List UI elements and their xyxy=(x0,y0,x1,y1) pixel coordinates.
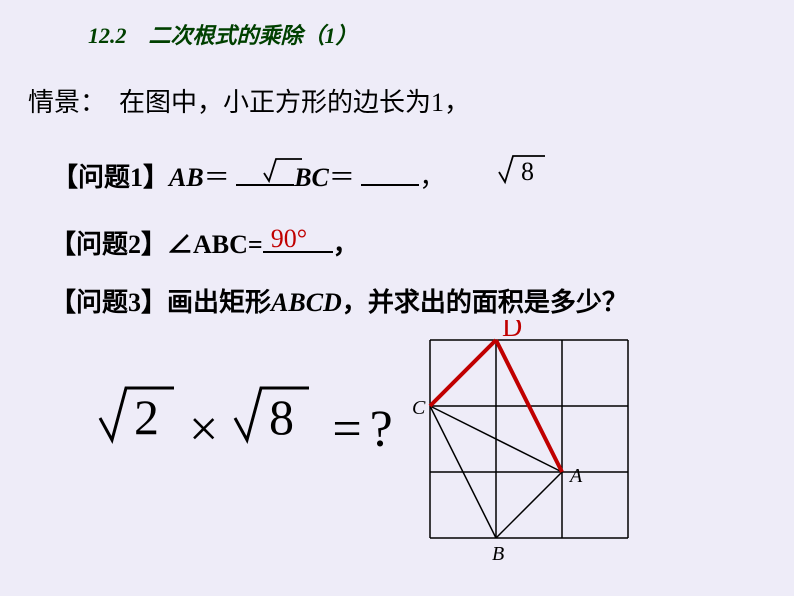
big-8: 8 xyxy=(269,389,294,445)
q1-eq1: ＝ xyxy=(204,163,230,192)
big-qm: ? xyxy=(370,401,393,458)
q1-eq2: ＝ xyxy=(329,163,355,192)
big-equation: 2 × 8 =? xyxy=(96,380,393,463)
q2-angle: ∠ABC= xyxy=(167,230,263,259)
svg-text:A: A xyxy=(568,465,583,487)
q1-rhs: 8 xyxy=(497,152,547,186)
svg-text:C: C xyxy=(412,397,426,419)
big-eq-sign: = xyxy=(332,401,361,458)
svg-text:B: B xyxy=(492,543,504,565)
big-2: 2 xyxy=(134,389,159,445)
q2-answer: 90° xyxy=(271,224,307,254)
scene-text: 在图中，小正方形的边长为1， xyxy=(119,88,470,117)
q2-blank: 90° xyxy=(263,226,333,253)
q1-label: 【问题1】 xyxy=(52,163,169,192)
scene-line: 情景： 在图中，小正方形的边长为1， xyxy=(28,82,470,119)
question-2: 【问题2】∠ABC= 90° ， xyxy=(50,224,359,261)
q1-blank1 xyxy=(236,159,294,186)
sqrt-8: 8 xyxy=(231,380,311,450)
q3-text-a: 画出矩形 xyxy=(167,288,271,317)
q1-rhs-8: 8 xyxy=(521,157,534,186)
sqrt-2: 2 xyxy=(96,380,176,450)
q1-blank2 xyxy=(361,159,419,186)
q1-ab: AB xyxy=(169,163,204,192)
diagram: C A B D xyxy=(400,320,660,580)
big-times: × xyxy=(189,401,218,458)
svg-text:D: D xyxy=(502,320,522,343)
q2-comma: ， xyxy=(333,230,359,259)
q3-abcd: ABCD xyxy=(271,288,342,317)
scene-label: 情景： xyxy=(28,88,106,117)
sqrt-small-1 xyxy=(262,155,304,185)
q2-label: 【问题2】 xyxy=(50,230,167,259)
title: 12.2 二次根式的乘除（1） xyxy=(88,18,358,50)
q3-text-b: ，并求出的面积是多少？ xyxy=(342,288,628,317)
question-3: 【问题3】画出矩形ABCD，并求出的面积是多少？ xyxy=(50,282,628,319)
q1-comma: ， xyxy=(419,163,445,192)
q3-label: 【问题3】 xyxy=(50,288,167,317)
question-1: 【问题1】AB＝ BC＝ ， 8 xyxy=(52,152,547,194)
